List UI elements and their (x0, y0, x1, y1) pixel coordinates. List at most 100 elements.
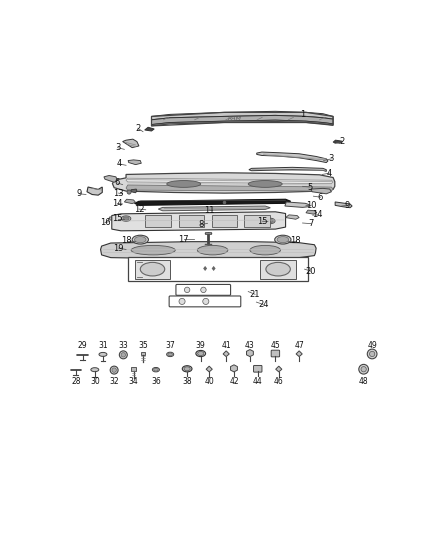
Ellipse shape (91, 368, 99, 372)
Ellipse shape (184, 367, 190, 371)
Circle shape (359, 365, 368, 374)
Ellipse shape (99, 352, 107, 357)
Circle shape (203, 298, 209, 304)
Text: 42: 42 (229, 377, 239, 386)
Text: 2: 2 (135, 124, 141, 133)
Text: 2: 2 (339, 138, 344, 147)
Text: 9: 9 (77, 189, 82, 198)
Polygon shape (145, 127, 154, 131)
Text: 19: 19 (113, 244, 124, 253)
Circle shape (184, 287, 190, 293)
Text: 18: 18 (121, 236, 132, 245)
Circle shape (179, 298, 185, 304)
Ellipse shape (248, 181, 282, 188)
Ellipse shape (131, 245, 175, 255)
Circle shape (367, 349, 377, 359)
Text: 6: 6 (115, 179, 120, 188)
Circle shape (110, 366, 118, 374)
Ellipse shape (196, 350, 205, 357)
Ellipse shape (275, 235, 291, 244)
Circle shape (119, 351, 127, 359)
Polygon shape (296, 351, 302, 357)
Text: 6: 6 (318, 193, 323, 201)
Text: 5: 5 (307, 182, 313, 191)
Polygon shape (134, 199, 291, 205)
Bar (261, 260, 296, 279)
Text: 36: 36 (151, 377, 161, 386)
Bar (179, 215, 205, 227)
Text: 15: 15 (112, 214, 123, 223)
Polygon shape (152, 111, 333, 120)
Ellipse shape (182, 366, 192, 372)
Ellipse shape (166, 352, 174, 357)
Text: 33: 33 (118, 341, 128, 350)
Ellipse shape (123, 217, 129, 220)
Text: 3: 3 (328, 155, 334, 163)
Text: 45: 45 (271, 341, 280, 350)
Ellipse shape (250, 245, 280, 255)
Bar (244, 215, 270, 227)
Text: 4: 4 (117, 159, 122, 168)
Text: 11: 11 (204, 206, 215, 215)
Text: 38: 38 (182, 377, 192, 386)
Text: ♦ ♦: ♦ ♦ (202, 266, 216, 272)
Bar (134, 260, 170, 279)
Text: 4: 4 (327, 168, 332, 177)
Circle shape (127, 190, 131, 194)
Text: 29: 29 (78, 341, 88, 350)
Text: 41: 41 (221, 341, 231, 350)
Text: 31: 31 (98, 341, 108, 350)
Polygon shape (87, 187, 102, 195)
Text: 32: 32 (110, 377, 119, 386)
Text: 1: 1 (300, 110, 305, 119)
Text: 9: 9 (345, 201, 350, 210)
Text: 8: 8 (198, 220, 203, 229)
Ellipse shape (197, 245, 228, 255)
Circle shape (121, 353, 126, 357)
Polygon shape (230, 365, 237, 372)
Circle shape (370, 351, 375, 357)
Ellipse shape (277, 237, 289, 243)
Text: 47: 47 (294, 341, 304, 350)
Ellipse shape (265, 218, 275, 224)
FancyBboxPatch shape (254, 366, 262, 372)
Circle shape (112, 368, 117, 373)
Polygon shape (123, 139, 139, 148)
Ellipse shape (168, 353, 173, 356)
Polygon shape (101, 241, 316, 259)
Ellipse shape (121, 216, 131, 221)
Text: 14: 14 (112, 199, 123, 208)
FancyBboxPatch shape (176, 285, 230, 295)
Text: 3: 3 (115, 143, 120, 152)
Polygon shape (249, 167, 326, 172)
Bar (145, 215, 170, 227)
Polygon shape (128, 160, 141, 165)
Polygon shape (276, 366, 282, 372)
Bar (141, 352, 145, 356)
Ellipse shape (198, 352, 204, 356)
Text: 43: 43 (245, 341, 255, 350)
FancyBboxPatch shape (271, 350, 279, 357)
Polygon shape (124, 199, 135, 204)
Polygon shape (152, 115, 333, 125)
Polygon shape (286, 215, 299, 219)
Polygon shape (152, 120, 333, 126)
Text: 44: 44 (253, 377, 263, 386)
Polygon shape (131, 189, 137, 193)
Text: 18: 18 (290, 236, 301, 245)
Text: 34: 34 (129, 377, 138, 386)
Text: 37: 37 (165, 341, 175, 350)
Text: 12: 12 (134, 205, 144, 214)
Ellipse shape (152, 367, 159, 372)
Bar (131, 367, 136, 370)
Polygon shape (333, 140, 342, 143)
Ellipse shape (266, 262, 290, 276)
Polygon shape (223, 351, 229, 357)
Polygon shape (113, 173, 335, 193)
Polygon shape (126, 178, 333, 184)
Ellipse shape (167, 181, 201, 188)
Ellipse shape (134, 237, 146, 243)
Text: 24: 24 (258, 300, 268, 309)
FancyBboxPatch shape (169, 296, 241, 307)
Polygon shape (126, 185, 333, 191)
